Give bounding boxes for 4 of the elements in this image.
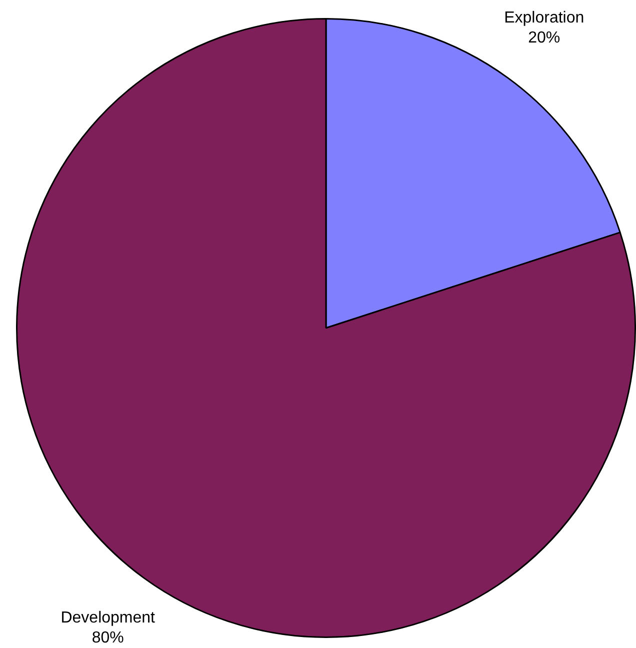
slice-label: Development [60, 609, 156, 626]
slice-label: Exploration [504, 9, 584, 26]
data-label: 20% [528, 29, 560, 46]
data-label: 80% [92, 629, 124, 646]
